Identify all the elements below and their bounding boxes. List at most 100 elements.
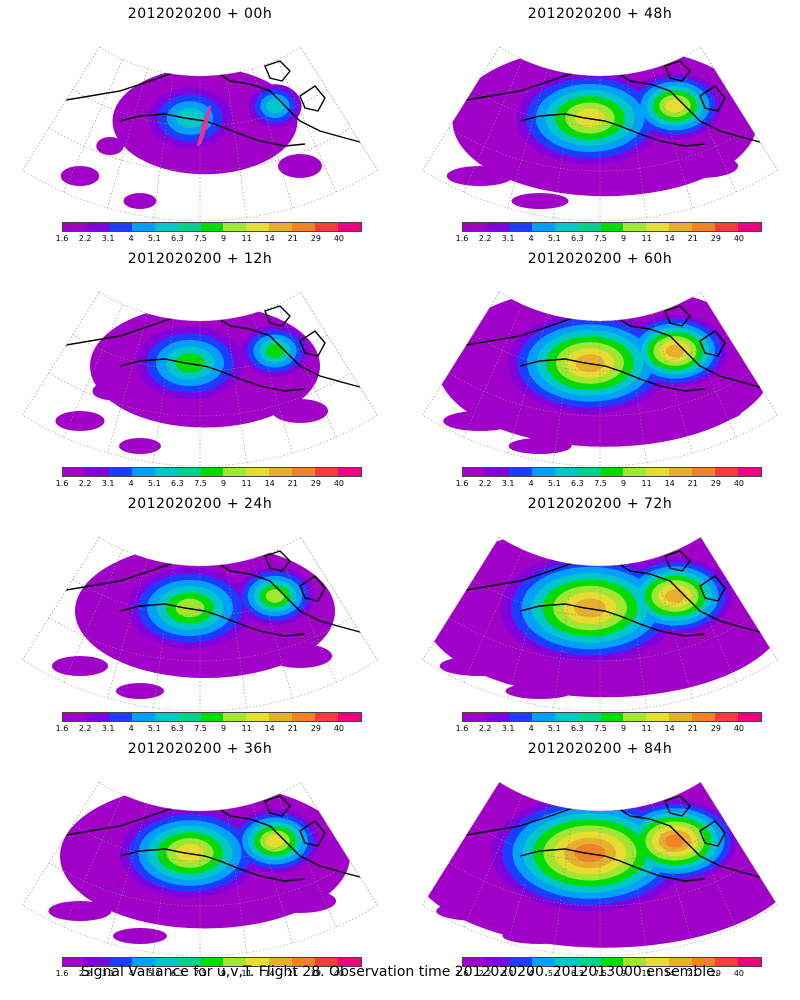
coastline [29, 119, 43, 135]
colorbar-label: 6.3 [571, 724, 584, 733]
colorbar-label: 40 [733, 724, 745, 733]
colorbar-swatch [269, 223, 293, 231]
colorbar-label: 21 [287, 969, 298, 978]
meridian [252, 803, 299, 956]
contour-fill [505, 683, 575, 699]
colorbar-swatch [338, 958, 361, 966]
map-panel-72h: 2012020200 + 72h 1.6 2.2 3.1 4 5.1 6.3 7.5 9 11 1… [400, 490, 800, 735]
colorbar-swatch [646, 713, 670, 721]
colorbar-swatch [246, 223, 270, 231]
colorbar-swatch [292, 468, 316, 476]
meridian [677, 304, 745, 456]
colorbar-label: 2.2 [78, 479, 92, 488]
colorbar-label: 29 [710, 234, 721, 243]
meridian [677, 794, 745, 946]
figure-caption: Signal Variance for u,v,T. Flight 28. Ob… [80, 964, 720, 980]
parallel [72, 824, 328, 862]
meridian [55, 549, 123, 701]
coastline [664, 550, 691, 572]
contour-fill [265, 343, 285, 359]
colorbar-label: 14 [264, 969, 275, 978]
colorbar-label: 21 [687, 479, 698, 488]
contour-fill [266, 98, 284, 114]
colorbar-label: 2.2 [478, 724, 492, 733]
colorbar-label: 4 [528, 234, 534, 243]
map-plot [422, 291, 778, 466]
colorbar-label: 14 [664, 724, 675, 733]
coastline [29, 609, 43, 625]
contour-fill [511, 193, 569, 209]
contour-fill [265, 589, 285, 603]
colorbar-swatch [463, 468, 486, 476]
colorbar-labels: 1.6 2.2 3.1 4 5.1 6.3 7.5 9 11 14 21 29 40 [52, 234, 372, 246]
colorbar-swatch [715, 223, 739, 231]
coastline [664, 795, 691, 817]
colorbar-label: 40 [333, 479, 345, 488]
colorbar-swatch [623, 223, 647, 231]
colorbar-label: 2.2 [478, 234, 492, 243]
colorbar-swatch [269, 713, 293, 721]
coastline [264, 60, 291, 82]
meridian [226, 319, 250, 466]
colorbar-swatch [154, 223, 178, 231]
coastline [264, 550, 291, 572]
coastline [119, 603, 306, 637]
colorbar-label: 3.1 [101, 234, 115, 243]
colorbar-swatch [177, 713, 201, 721]
colorbar-swatch [292, 713, 316, 721]
colorbar-label: 40 [733, 479, 745, 488]
meridian [455, 549, 523, 701]
colorbar-swatch [646, 958, 670, 966]
coastline [39, 312, 376, 392]
contour-fill [446, 166, 514, 186]
meridian [455, 304, 523, 456]
colorbar-label: 9 [220, 724, 227, 733]
colorbar-swatch [738, 713, 761, 721]
coastline [439, 557, 776, 637]
colorbar-swatch [692, 713, 716, 721]
colorbar-label: 9 [220, 969, 227, 978]
contour-fill [175, 844, 205, 862]
colorbar [62, 957, 362, 967]
meridian [55, 794, 123, 946]
colorbar-swatch [577, 713, 601, 721]
meridian [277, 304, 345, 456]
contour-fill [278, 154, 322, 178]
colorbar-swatch [485, 223, 509, 231]
parallel [472, 579, 728, 617]
colorbar-label: 4 [528, 969, 534, 978]
colorbar [62, 222, 362, 232]
colorbar-swatch [485, 958, 509, 966]
colorbar-label: 3.1 [501, 234, 515, 243]
colorbar-label: 4 [128, 234, 134, 243]
colorbar-swatch [223, 223, 247, 231]
colorbar [462, 467, 762, 477]
colorbar-label: 29 [710, 969, 721, 978]
colorbar-label: 40 [733, 969, 745, 978]
meridian [677, 59, 745, 211]
colorbar-label: 11 [641, 969, 652, 978]
colorbar-swatch [554, 713, 578, 721]
meridian [226, 74, 250, 221]
parallel [472, 824, 728, 862]
colorbar-swatch [554, 958, 578, 966]
panel-title: 2012020200 + 00h [127, 6, 273, 22]
contour-fill [662, 154, 738, 178]
colorbar-label: 11 [241, 969, 252, 978]
colorbar-swatch [292, 958, 316, 966]
colorbar-label: 1.6 [455, 724, 469, 733]
map-plot [22, 536, 378, 711]
colorbar-label: 14 [264, 724, 275, 733]
colorbar-label: 9 [220, 479, 227, 488]
map-plot [22, 781, 378, 956]
colorbar-label: 6.3 [171, 234, 184, 243]
colorbar-label: 29 [310, 479, 321, 488]
colorbar-label: 14 [664, 479, 675, 488]
contour-fill [508, 438, 572, 454]
colorbar-labels: 1.6 2.2 3.1 4 5.1 6.3 7.5 9 11 14 21 29 40 [452, 724, 772, 736]
colorbar-swatch [85, 468, 109, 476]
colorbar-swatch [200, 223, 224, 231]
colorbar-label: 29 [310, 234, 321, 243]
contour-fill [266, 834, 284, 848]
meridian [101, 313, 148, 466]
